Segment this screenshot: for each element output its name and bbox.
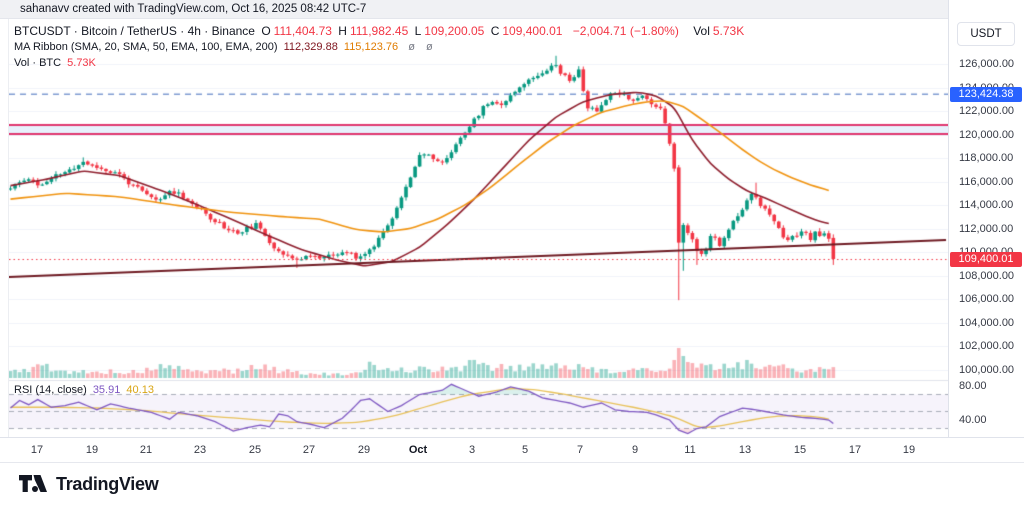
price-axis-label: 116,000.00 [959,175,1014,188]
volume-indicator-label[interactable]: Vol · BTC [14,57,62,69]
time-axis-label: 29 [357,444,371,456]
high-value: 111,982.45 [349,24,409,38]
alert-price-badge: 123,424.38 [950,86,1022,102]
volume-value: 5.73K [712,24,745,38]
low-value: 109,200.05 [424,24,485,38]
price-axis-currency[interactable]: USDT [957,22,1015,46]
change-value: −2,004.71 (−1.80%) [572,24,679,38]
time-axis-label: 5 [521,444,529,456]
time-axis[interactable]: 17 19 21 23 25 27 29 Oct 3 5 7 9 11 13 15 17 19 [0,437,1024,463]
tradingview-logo[interactable]: TradingView [18,472,159,496]
symbol-title[interactable]: BTCUSDT · Bitcoin / TetherUS · 4h · Bina… [14,24,255,38]
price-axis-label: 106,000.00 [959,293,1015,305]
rsi-value: 35.91 [92,384,121,396]
last-price-badge: 109,400.01 [950,251,1022,267]
price-axis-label: 122,000.00 [959,105,1015,117]
price-axis-label: 104,000.00 [959,316,1015,329]
pane-left-border [8,19,9,463]
volume-indicator-value: 5.73K [67,57,96,69]
ma-ribbon-empty-values: ø ø [408,41,437,53]
price-axis-label: 114,000.00 [959,199,1014,211]
time-axis-label: 3 [468,444,476,456]
price-axis-label: 108,000.00 [959,269,1015,282]
time-axis-label: 7 [576,444,584,456]
time-axis-label: 27 [302,444,316,456]
ma-ribbon-legend-row[interactable]: MA Ribbon (SMA, 20, SMA, 50, EMA, 100, E… [14,41,440,53]
time-axis-label: 21 [139,444,153,456]
time-axis-label: 19 [902,444,916,456]
rsi-axis-label: 80.00 [959,380,987,392]
ma-ribbon-value-1: 112,329.88 [283,41,338,53]
rsi-label[interactable]: RSI (14, close) [14,384,87,396]
price-axis-label: 118,000.00 [959,152,1014,164]
price-axis-label: 100,000.00 [959,363,1015,376]
tradingview-logo-icon [19,475,47,492]
price-axis-label: 126,000.00 [959,58,1015,70]
time-axis-label: 11 [684,444,696,456]
high-label: H [338,24,347,38]
price-axis[interactable]: USDT 126,000.00124,000.00122,000.00120,0… [948,0,1024,463]
low-label: L [414,24,422,38]
rsi-legend-row[interactable]: RSI (14, close) 35.91 40.13 [14,384,157,396]
tradingview-logo-text: TradingView [56,473,159,494]
price-axis-label: 102,000.00 [959,340,1015,352]
time-axis-label: Oct [408,444,428,456]
volume-label: Vol [693,24,710,38]
rsi-ma-value: 40.13 [126,384,154,396]
time-axis-label: 15 [793,444,807,456]
time-axis-label: 9 [631,444,639,456]
time-axis-label: 23 [193,444,207,456]
rsi-axis-label: 40.00 [959,414,987,426]
price-axis-label: 120,000.00 [959,128,1015,141]
time-axis-label: 25 [248,444,262,456]
ma-ribbon-value-2: 115,123.76 [343,41,399,53]
volume-legend-row[interactable]: Vol · BTC 5.73K [14,57,99,69]
attribution-text: sahanavv created with TradingView.com, O… [20,3,367,15]
ma-ribbon-label[interactable]: MA Ribbon (SMA, 20, SMA, 50, EMA, 100, E… [14,41,278,53]
close-value: 109,400.01 [502,24,563,38]
attribution-bar: sahanavv created with TradingView.com, O… [0,0,948,19]
time-axis-label: 17 [848,444,862,456]
open-label: O [261,24,271,38]
price-axis-label: 112,000.00 [959,222,1014,235]
time-axis-label: 19 [85,444,99,456]
time-axis-label: 13 [738,444,752,456]
footer-bar: TradingView [0,464,1024,507]
close-label: C [490,24,500,38]
symbol-legend-row[interactable]: BTCUSDT · Bitcoin / TetherUS · 4h · Bina… [14,24,747,38]
open-value: 111,404.73 [273,24,332,38]
time-axis-label: 17 [30,444,44,456]
